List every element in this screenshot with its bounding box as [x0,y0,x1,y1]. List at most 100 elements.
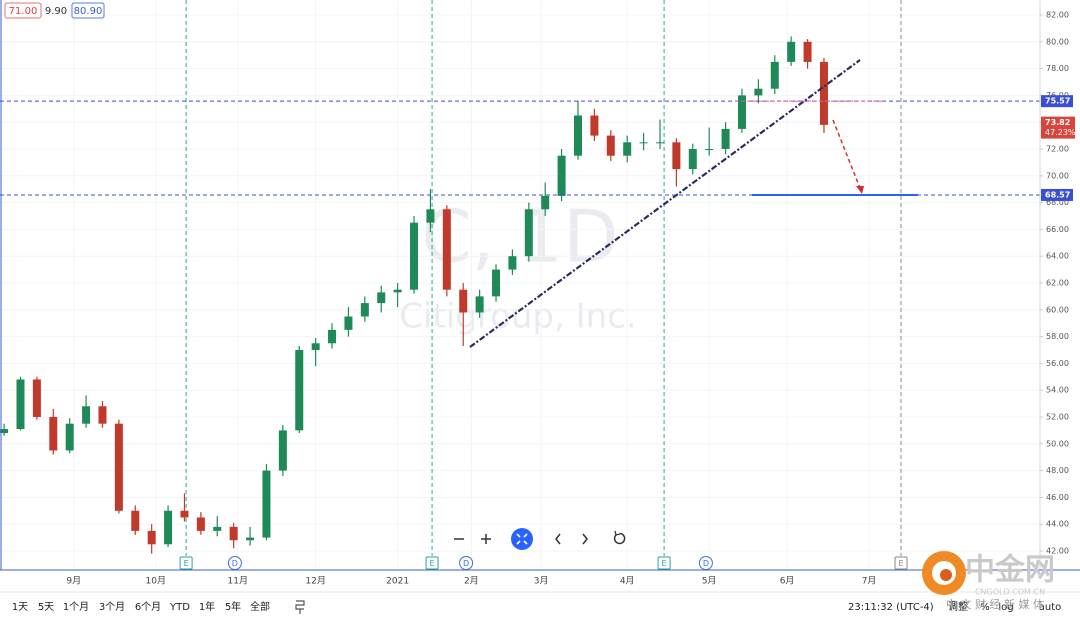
candle-body [164,510,173,545]
y-tick-label: 44.00 [1046,520,1069,529]
axes: 42.00 44.00 46.00 48.00 50.00 52.00 54.00 56.00… [66,11,1075,587]
candle-body [360,303,369,317]
y-tick-label: 68.00 [1046,198,1069,207]
event-label[interactable]: D [703,559,709,568]
range-button[interactable]: 1天 [12,602,28,613]
event-marker[interactable] [459,556,474,570]
y-tick-label: 62.00 [1046,278,1069,287]
reset-button[interactable] [609,528,631,550]
candle-body [672,142,681,170]
scale-option[interactable]: 调整 [948,600,968,613]
candle-body [213,526,222,531]
logo: 中金网 CNGOLD.COM.CN 中 文 财 经 新 媒 体 [922,551,1055,611]
range-button[interactable]: 3个月 [99,601,125,613]
range-button[interactable]: 全部 [250,600,270,613]
level-label: 75.57 [1045,97,1070,106]
y-tick-label: 70.00 [1046,171,1069,180]
candle-body [639,142,648,144]
candle-body [82,406,91,424]
candle-body [131,510,140,531]
scroll-left[interactable] [547,528,569,550]
range-button[interactable]: YTD [169,602,190,613]
event-marker[interactable] [698,556,713,570]
x-tick-label: 12月 [305,576,325,587]
candle-body [787,41,796,62]
event-label[interactable]: D [232,559,238,568]
candle-body [377,292,386,304]
scale-option[interactable]: auto [1039,602,1062,613]
fit-button[interactable] [511,528,533,550]
candle-body [410,222,419,290]
scale-option[interactable]: % [980,602,990,613]
header-box [71,2,105,19]
event-label[interactable]: E [184,559,189,568]
zoom-out[interactable] [448,528,470,550]
candle-body [246,537,255,541]
candle-body [737,95,746,129]
event-marker[interactable] [657,556,671,570]
x-tick-label: 11月 [228,576,248,587]
header-box [4,2,42,19]
event-label[interactable]: E [662,559,667,568]
candle-body [770,61,779,89]
range-button[interactable]: 6个月 [135,601,161,613]
x-tick-label: 10月 [146,576,166,587]
y-tick-label: 60.00 [1046,305,1069,314]
event-marker[interactable] [425,556,439,570]
scroll-right[interactable] [574,528,596,550]
event-label[interactable]: D [463,559,469,568]
candle-body [311,343,320,350]
candle-body [180,510,189,518]
candle-body [459,289,468,313]
candle-body [524,209,533,257]
event-marker[interactable] [179,556,193,570]
logo-tagline: 中 文 财 经 新 媒 体 [946,597,1044,611]
y-tick-label: 58.00 [1046,332,1069,341]
zoom-in[interactable] [475,528,497,550]
candle-body [508,256,517,270]
candle-body [623,142,632,156]
arrow-head [856,186,864,194]
candle-body [754,88,763,96]
clock: 23:11:32 (UTC-4) [848,602,934,613]
y-tick-label: 66.00 [1046,225,1069,234]
range-button[interactable]: 5年 [225,600,241,613]
watermark-name: Citigroup, Inc. [399,297,636,337]
event-marker[interactable] [227,556,242,570]
range-button[interactable]: 1年 [199,600,215,613]
candle-body [492,269,501,297]
arrow-line [832,119,861,189]
level-label: 68.57 [1045,190,1070,199]
candle-body [557,155,566,196]
y-tick-label: 42.00 [1046,546,1069,555]
header-value: 71.00 [9,6,38,17]
y-tick-label: 50.00 [1046,439,1069,448]
candle-body [803,41,812,62]
logo-domain: CNGOLD.COM.CN [975,588,1045,597]
toolbar: 1天 5天 1个月 3个月 6个月 YTD 1年 5年 全部 23:11:32 (UTC-4) 调整… [12,600,1061,613]
range-button[interactable]: 1个月 [63,601,89,613]
compare-icon[interactable] [295,600,305,614]
candle-body [262,470,271,538]
event-label[interactable]: E [899,559,904,568]
y-tick-label: 80.00 [1046,37,1069,46]
scale-option[interactable]: log [998,602,1013,613]
event-marker[interactable] [894,556,908,570]
candle-body [229,526,238,541]
candle-body [705,148,714,150]
candle-body [541,195,550,210]
event-label[interactable]: E [430,559,435,568]
candle-body [442,209,451,290]
y-tick-label: 48.00 [1046,466,1069,475]
last-change: 47.23% [1045,128,1076,137]
candle-body [344,316,353,330]
header-value: 9.90 [45,6,67,17]
watermark: C, 1D Citigroup, Inc. [399,195,636,337]
range-button[interactable]: 5天 [38,602,54,613]
x-tick-label: 7月 [862,576,877,587]
x-tick-label: 2021 [386,577,409,587]
overlays [0,100,1040,196]
